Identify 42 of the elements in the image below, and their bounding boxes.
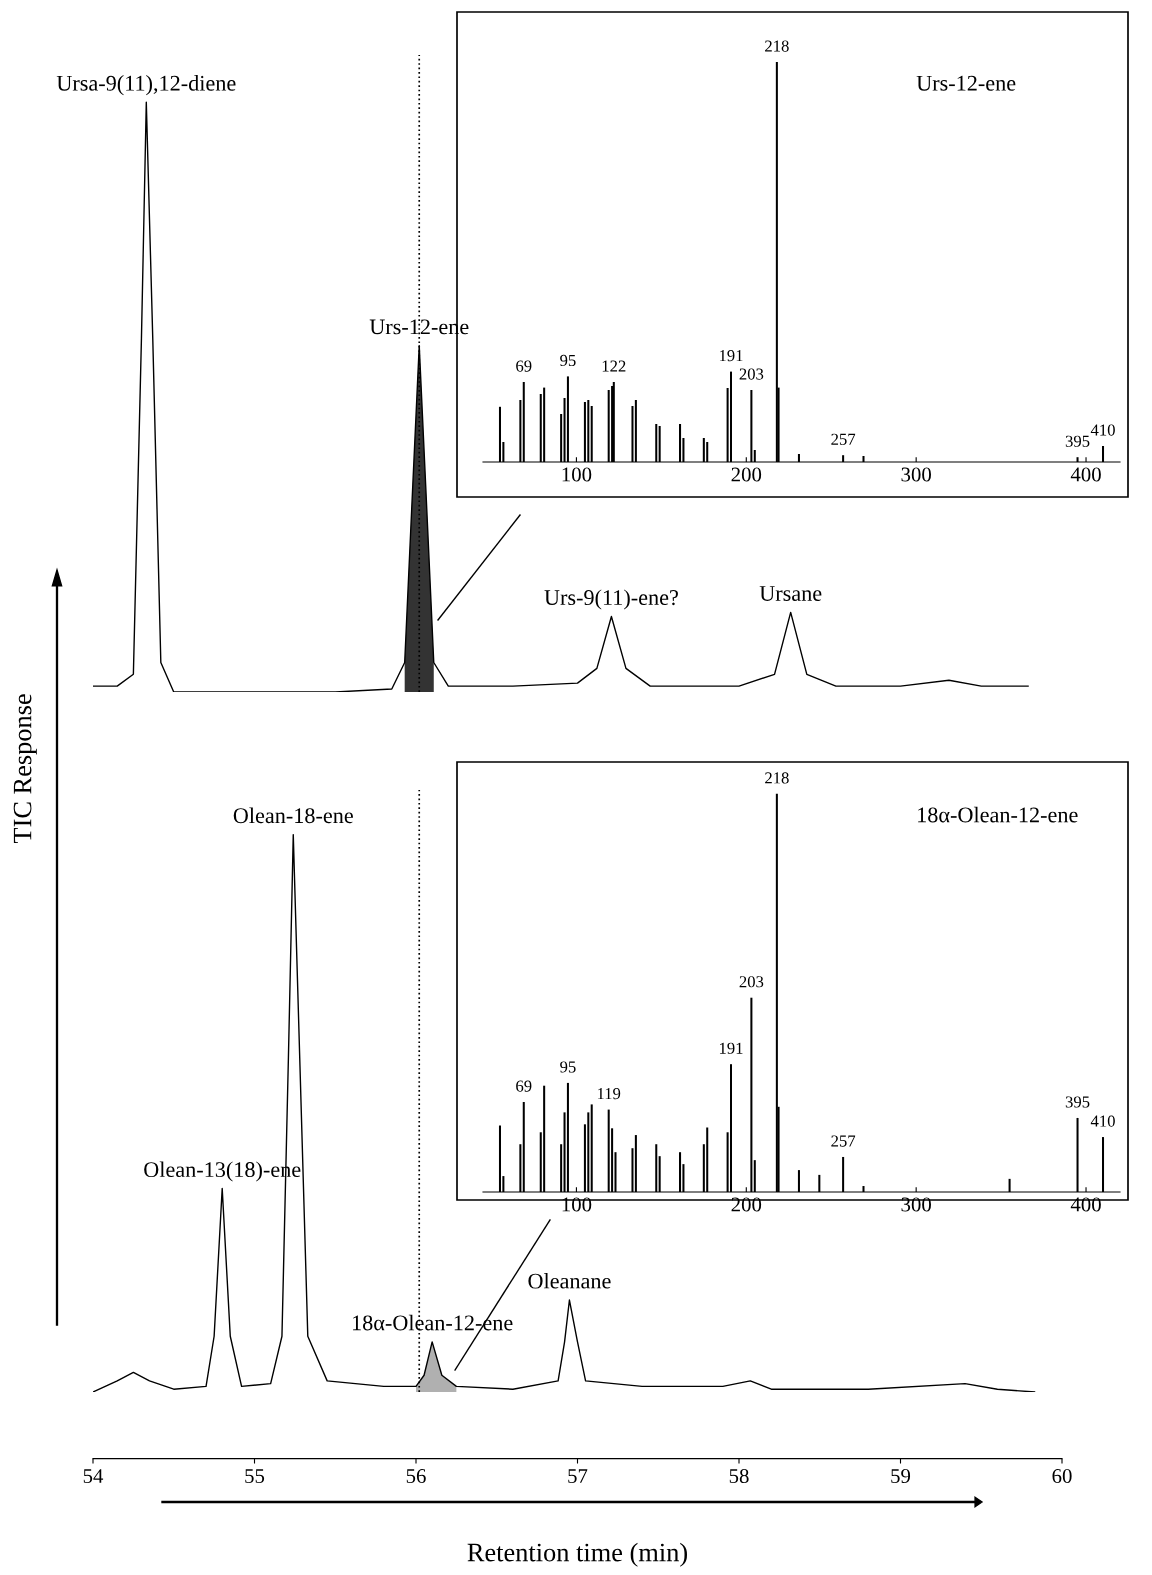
annotation: 257 xyxy=(831,1135,856,1147)
x-axis-title: Retention time (min) xyxy=(467,1542,688,1567)
annotation: 203 xyxy=(739,368,764,380)
annotation: 95 xyxy=(560,1061,576,1073)
annotation: 218 xyxy=(765,772,789,784)
x-tick-label: 400 xyxy=(1070,467,1101,482)
x-tick-label: 54 xyxy=(83,1469,104,1484)
x-tick-label: 58 xyxy=(729,1468,749,1484)
annotation: 203 xyxy=(739,976,764,988)
x-tick-label: 55 xyxy=(245,1469,265,1484)
annotation: 69 xyxy=(516,1080,532,1092)
x-tick-label: 56 xyxy=(406,1469,426,1484)
annotation: 257 xyxy=(831,433,856,445)
annotation: 119 xyxy=(597,1088,621,1100)
annotation: 410 xyxy=(1090,1115,1115,1127)
x-tick-label: 300 xyxy=(901,1197,931,1212)
annotation: 122 xyxy=(602,360,626,372)
annotation: Ursa-9(11),12-diene xyxy=(56,75,236,96)
x-tick-label: 59 xyxy=(891,1469,911,1484)
x-tick-label: 100 xyxy=(562,1197,592,1212)
annotation: Oleanane xyxy=(528,1272,611,1289)
x-tick-label: 300 xyxy=(901,467,931,482)
annotation: Ursane xyxy=(759,586,822,601)
x-tick-label: 57 xyxy=(568,1469,588,1484)
annotation: 191 xyxy=(719,350,743,362)
chart-title: Urs-12-ene xyxy=(916,75,1016,91)
annotation: Urs-9(11)-ene? xyxy=(544,589,678,610)
chart-title: 18α-Olean-12-ene xyxy=(918,806,1078,823)
annotation: 395 xyxy=(1065,1096,1090,1108)
annotation: 95 xyxy=(560,354,576,367)
annotation: 218 xyxy=(765,40,789,52)
annotation: Olean-18-ene xyxy=(233,807,353,824)
annotation: 395 xyxy=(1065,435,1090,447)
annotation: 191 xyxy=(719,1042,743,1054)
annotation: 410 xyxy=(1090,424,1115,436)
annotation: 69 xyxy=(516,360,532,372)
x-tick-label: 200 xyxy=(731,467,762,482)
x-tick-label: 100 xyxy=(562,467,592,482)
x-tick-label: 60 xyxy=(1052,1468,1072,1484)
x-tick-label: 400 xyxy=(1070,1197,1101,1212)
y-axis-title: TIC Response xyxy=(13,694,37,844)
x-tick-label: 200 xyxy=(731,1197,762,1212)
